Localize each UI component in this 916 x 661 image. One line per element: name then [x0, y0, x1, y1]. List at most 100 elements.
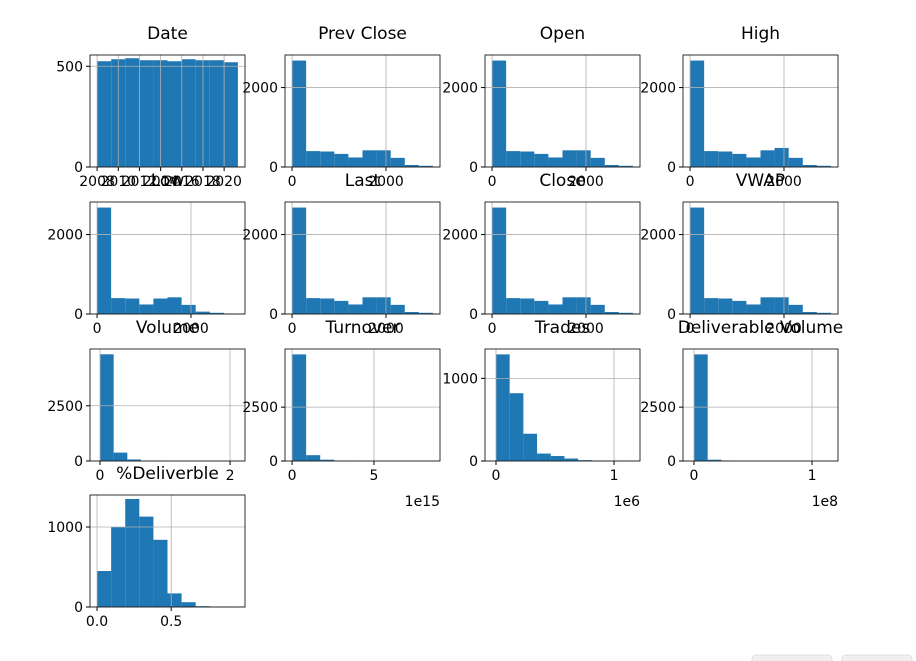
bar [113, 452, 128, 461]
bar [618, 165, 633, 167]
x-tick-label: 2000 [173, 321, 209, 337]
bar [306, 455, 321, 461]
bar [618, 312, 633, 314]
bar [788, 157, 803, 167]
x-tick-label: 1 [808, 468, 817, 484]
x-tick-label: 0 [288, 174, 297, 190]
axes-frame [682, 201, 839, 315]
bar [774, 147, 789, 167]
bar [509, 393, 524, 461]
bar [362, 150, 377, 167]
bar [320, 298, 335, 314]
x-tick-label: 2014 [143, 174, 179, 190]
y-tick-label: 0 [74, 160, 83, 176]
axes-frame [682, 348, 839, 462]
bar [334, 300, 349, 314]
bar [139, 304, 154, 314]
bar [802, 165, 817, 167]
button[interactable] [841, 654, 913, 661]
x-tick-label: 0 [93, 321, 102, 337]
axes-frame [284, 348, 441, 462]
x-tick-label: 2012 [122, 174, 158, 190]
bar [195, 311, 210, 314]
y-tick-label: 2000 [442, 81, 478, 97]
subplot-title: Deliverable Volume [678, 318, 844, 338]
y-tick-label: 2000 [640, 228, 676, 244]
axes-frame [284, 201, 441, 315]
bar [760, 150, 775, 167]
bar [562, 150, 577, 167]
bar [520, 298, 535, 314]
bar [604, 165, 619, 167]
bar [707, 459, 722, 461]
bar [704, 151, 719, 167]
y-tick-label: 0 [74, 454, 83, 470]
bar [111, 298, 126, 314]
bar [390, 304, 405, 314]
y-tick-label: 1000 [47, 520, 83, 536]
bar [816, 312, 831, 314]
bar [223, 62, 238, 167]
subplot-title: Open [540, 24, 585, 44]
bar [506, 298, 521, 314]
x-tick-label: 2000 [368, 174, 404, 190]
bar [548, 157, 563, 167]
bar [167, 61, 182, 167]
bar [550, 456, 565, 461]
x-tick-label: 0 [288, 321, 297, 337]
bar [404, 312, 419, 314]
bar [802, 312, 817, 314]
y-tick-label: 2000 [47, 228, 83, 244]
bar [209, 312, 224, 314]
y-tick-label: 0 [469, 160, 478, 176]
y-tick-label: 2500 [242, 400, 278, 416]
bar [534, 300, 549, 314]
y-tick-label: 1000 [442, 371, 478, 387]
subplot-title: %Deliverble [116, 464, 219, 484]
y-tick-label: 0 [667, 307, 676, 323]
axes-frame [89, 348, 246, 462]
y-tick-label: 0 [269, 454, 278, 470]
bar [604, 312, 619, 314]
bar [523, 433, 538, 461]
bar [506, 151, 521, 167]
bar [125, 58, 140, 167]
subplot-title: Last [345, 171, 381, 191]
button[interactable] [751, 654, 833, 661]
y-tick-label: 2500 [640, 400, 676, 416]
bar [181, 602, 196, 607]
bar [209, 60, 224, 167]
x-tick-label: 0 [690, 468, 699, 484]
offset-text: 1e15 [405, 494, 440, 510]
bar [590, 157, 605, 167]
x-tick-label: 0 [686, 174, 695, 190]
bar [362, 297, 377, 314]
y-tick-label: 2000 [640, 81, 676, 97]
y-tick-label: 0 [269, 160, 278, 176]
bar [111, 527, 126, 607]
bar [100, 354, 114, 461]
bar [760, 297, 775, 314]
bar [732, 153, 747, 167]
subplot-title: Prev Close [318, 24, 407, 44]
subplot-title: Date [147, 24, 188, 44]
bar [534, 153, 549, 167]
subplot-title: Low [151, 171, 185, 191]
axes-frame [284, 54, 441, 168]
x-tick-label: 2000 [766, 321, 802, 337]
bar [704, 298, 719, 314]
x-tick-label: 2008 [79, 174, 115, 190]
bar [320, 459, 335, 461]
bar [418, 312, 433, 314]
bar [153, 298, 168, 314]
bar [292, 60, 307, 167]
y-tick-label: 0 [667, 454, 676, 470]
bar [390, 157, 405, 167]
bar [590, 304, 605, 314]
bar [97, 207, 112, 314]
bar [139, 60, 154, 167]
x-tick-label: 0 [686, 321, 695, 337]
y-tick-label: 500 [56, 59, 83, 75]
x-tick-label: 0.5 [160, 614, 182, 630]
